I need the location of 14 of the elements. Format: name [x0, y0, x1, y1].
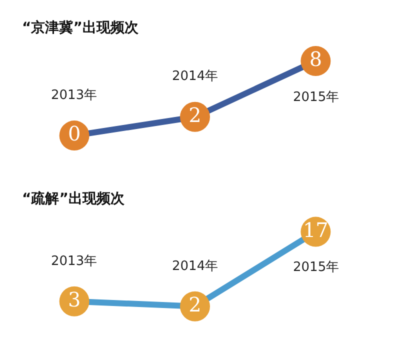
- data-label: 2: [188, 292, 202, 316]
- category-label: 2014年: [172, 69, 218, 84]
- chart-title: “京津冀”出现频次: [22, 19, 140, 36]
- category-label: 2014年: [172, 259, 218, 274]
- data-label: 3: [68, 287, 81, 312]
- category-label: 2015年: [293, 260, 340, 275]
- category-label: 2013年: [51, 254, 98, 269]
- data-label: 2: [188, 102, 202, 127]
- chart-title: “疏解”出现频次: [22, 190, 126, 207]
- data-label: 8: [309, 47, 322, 72]
- category-label: 2015年: [293, 90, 340, 105]
- data-label: 17: [302, 218, 328, 242]
- data-label: 0: [68, 122, 81, 146]
- category-label: 2013年: [51, 88, 98, 103]
